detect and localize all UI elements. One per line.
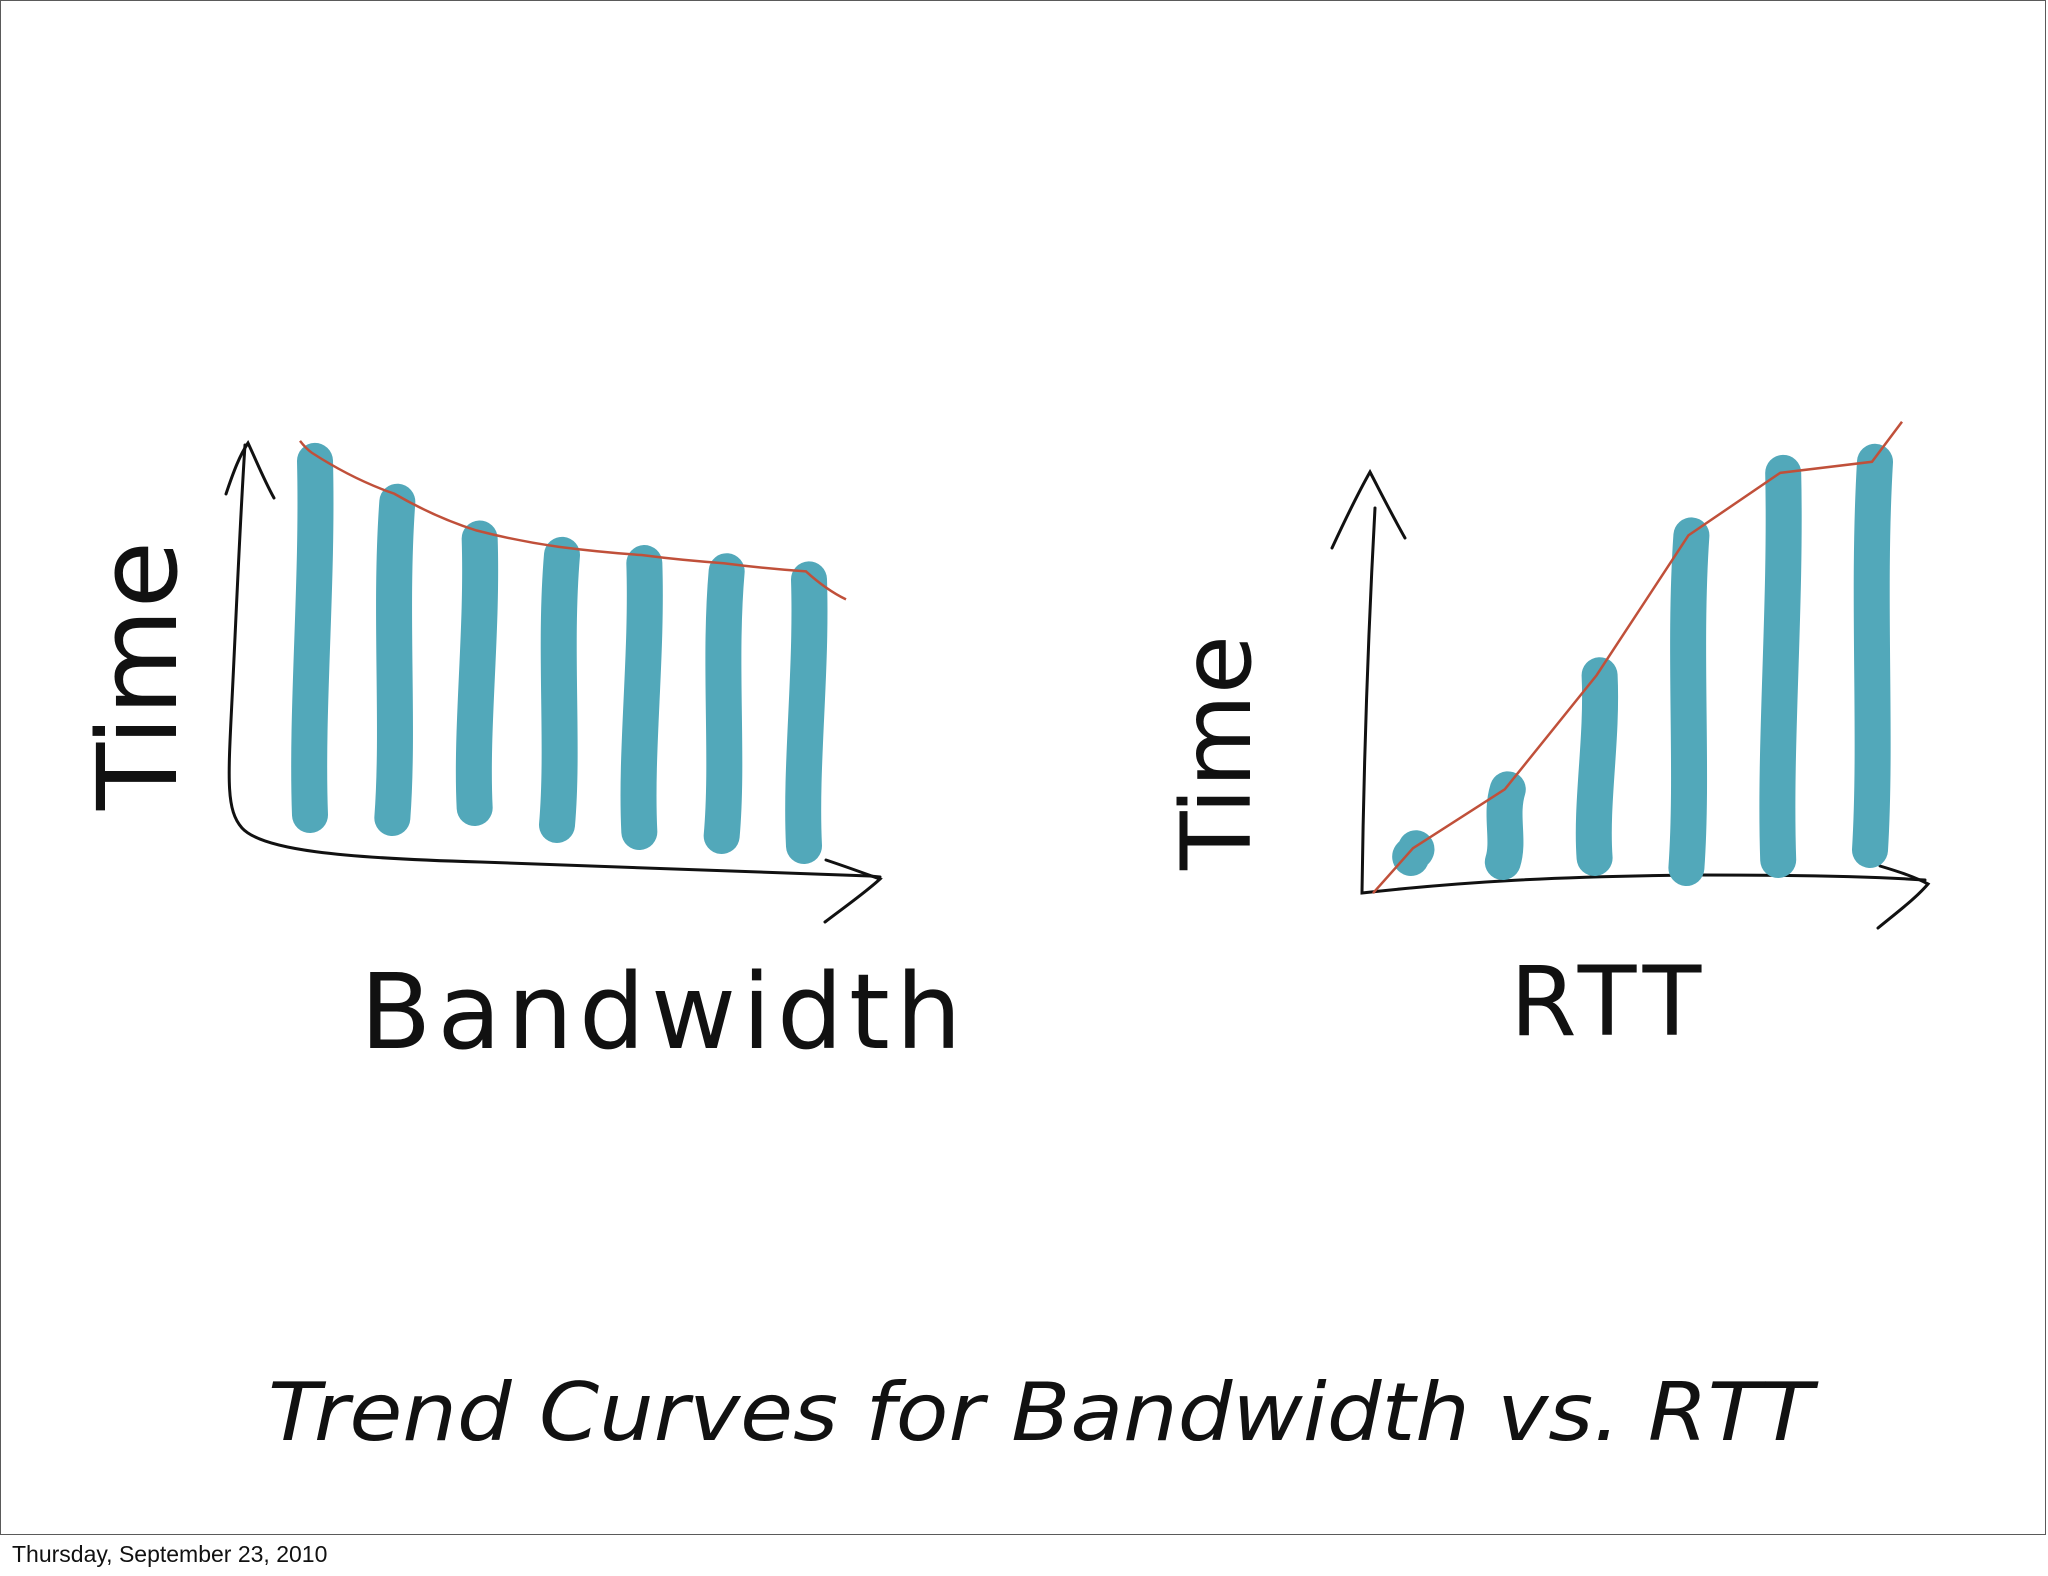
bandwidth-x-axis-label: Bandwidth — [360, 951, 968, 1073]
slide-title: Trend Curves for Bandwidth vs. RTT — [268, 1366, 1820, 1459]
rtt-chart-axes — [1360, 506, 1927, 895]
rtt-y-arrowhead — [1330, 468, 1407, 550]
rtt-bar-6 — [1852, 443, 1893, 868]
bandwidth-bar-1 — [291, 442, 334, 833]
rtt-chart: Time RTT — [1161, 421, 1931, 1058]
rtt-y-axis-label: Time — [1161, 635, 1273, 871]
bandwidth-bars — [291, 442, 828, 864]
rtt-bar-5 — [1759, 454, 1802, 878]
bandwidth-trend-curve — [299, 440, 847, 601]
bandwidth-y-axis-label: Time — [74, 541, 202, 811]
bandwidth-bar-3 — [455, 520, 499, 826]
bandwidth-bar-7 — [785, 561, 828, 864]
rtt-x-axis-label: RTT — [1510, 946, 1709, 1058]
rtt-trend-line — [1372, 421, 1903, 895]
footer-date: Thursday, September 23, 2010 — [12, 1541, 328, 1567]
rtt-bar-3 — [1575, 657, 1619, 876]
bandwidth-bar-4 — [539, 536, 580, 843]
rtt-bar-2 — [1484, 771, 1526, 880]
bandwidth-y-arrowhead — [224, 439, 276, 500]
bandwidth-bar-6 — [703, 553, 745, 854]
bandwidth-bar-5 — [620, 545, 663, 850]
rtt-bar-1 — [1392, 830, 1435, 876]
bandwidth-chart: Time Bandwidth — [74, 439, 968, 1073]
bandwidth-x-arrowhead — [823, 858, 883, 924]
rtt-x-arrowhead — [1876, 864, 1931, 930]
bandwidth-chart-axes — [227, 443, 882, 879]
bandwidth-bar-2 — [374, 483, 416, 836]
rtt-bars — [1392, 443, 1893, 886]
rtt-bar-4 — [1668, 517, 1710, 886]
